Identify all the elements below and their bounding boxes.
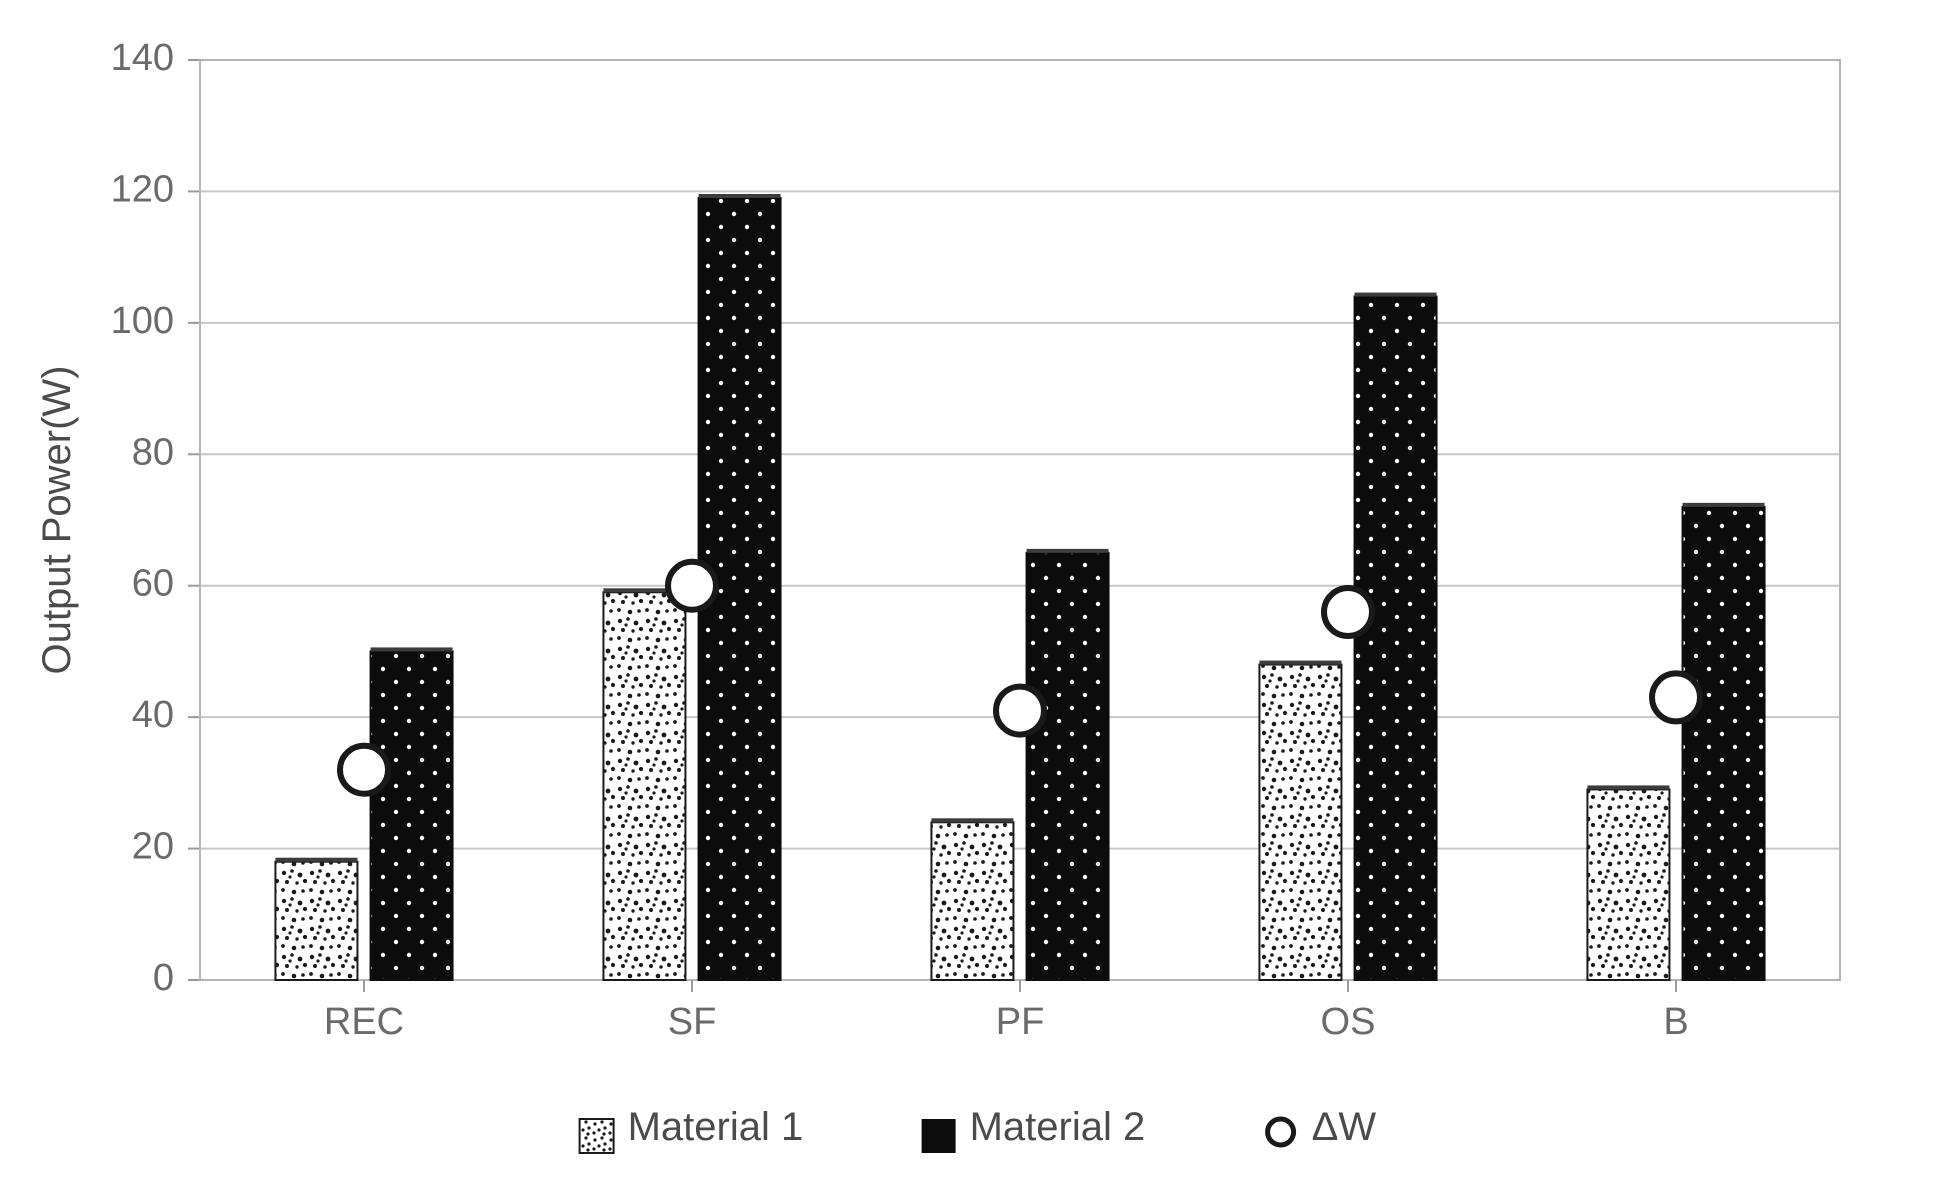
bar-material2 — [1355, 297, 1437, 980]
svg-text:80: 80 — [132, 431, 174, 473]
bar-material1 — [603, 592, 685, 980]
svg-text:Material 1: Material 1 — [628, 1105, 804, 1149]
bar-material1 — [275, 862, 357, 980]
svg-text:20: 20 — [132, 826, 174, 868]
bar-chart: 0 20 40 60 80 100 120 140 REC SF PF OS B Output Power… — [0, 0, 1936, 1203]
category-label: OS — [1321, 1001, 1376, 1043]
marker-deltaw — [996, 687, 1044, 735]
svg-text:Material 2: Material 2 — [970, 1105, 1146, 1149]
bar-material2 — [371, 651, 453, 980]
svg-text:60: 60 — [132, 563, 174, 605]
y-axis-label: Output Power(W) — [35, 366, 79, 675]
chart-svg: 0 20 40 60 80 100 120 140 REC SF PF OS B Output Power… — [0, 0, 1936, 1203]
category-label: B — [1663, 1001, 1688, 1043]
category-label: REC — [324, 1001, 404, 1043]
marker-deltaw — [340, 746, 388, 794]
bar-material1 — [1587, 789, 1669, 980]
bar-material2 — [1683, 507, 1765, 980]
svg-text:100: 100 — [111, 300, 174, 342]
svg-text:140: 140 — [111, 37, 174, 79]
svg-text:ΔW: ΔW — [1312, 1105, 1377, 1149]
bar-material1 — [1259, 665, 1341, 980]
category-label: PF — [996, 1001, 1045, 1043]
marker-deltaw — [668, 562, 716, 610]
bar-material2 — [1027, 553, 1109, 980]
svg-text:0: 0 — [153, 957, 174, 999]
marker-deltaw — [1324, 588, 1372, 636]
svg-text:120: 120 — [111, 168, 174, 210]
marker-deltaw — [1652, 673, 1700, 721]
bar-material1 — [931, 822, 1013, 980]
svg-text:40: 40 — [132, 694, 174, 736]
category-label: SF — [668, 1001, 717, 1043]
